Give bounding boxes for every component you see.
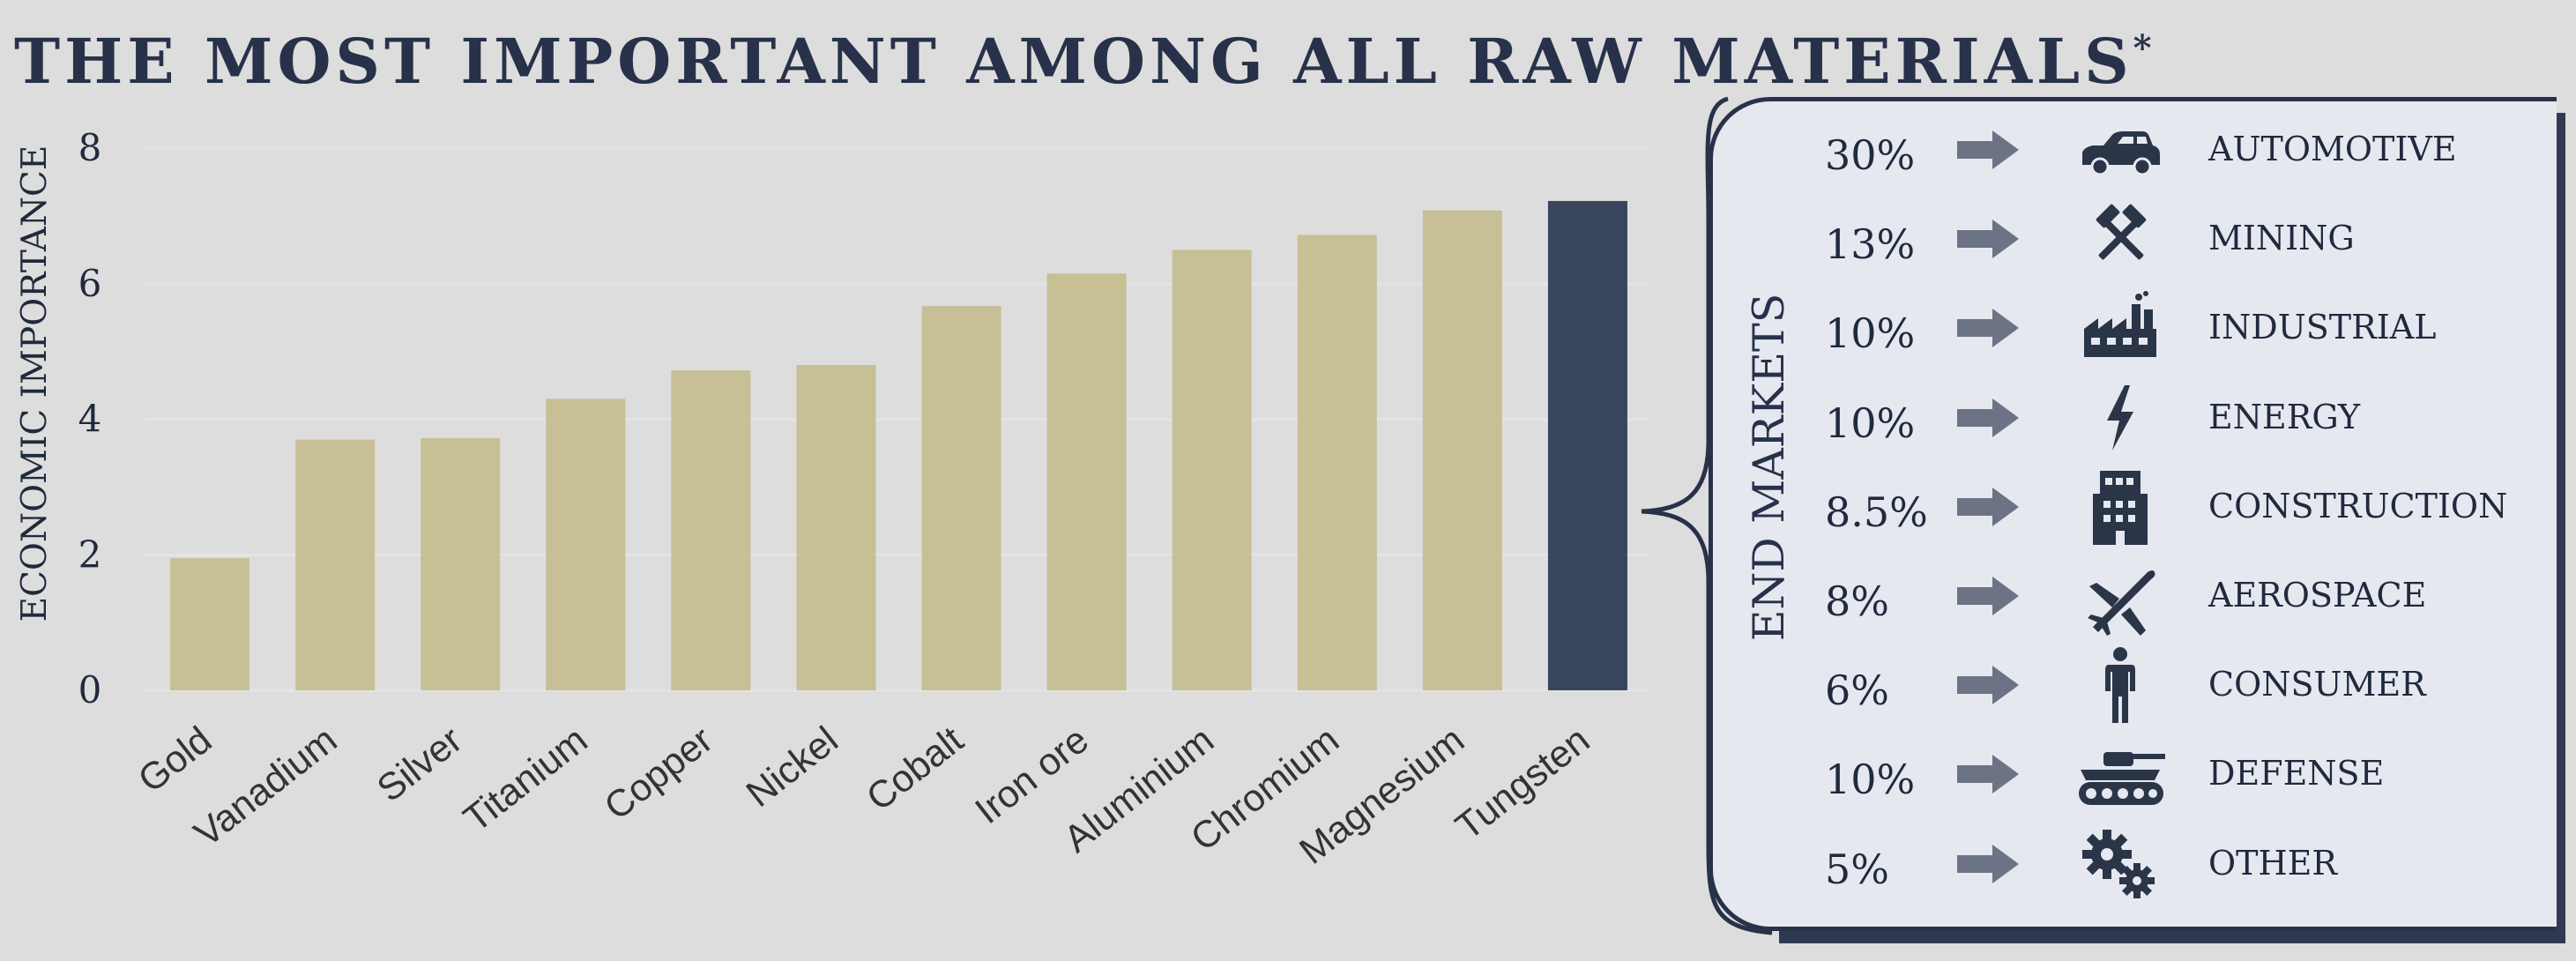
x-tick-label: Vanadium <box>187 719 346 855</box>
bar-vanadium <box>295 439 376 690</box>
lightning-bolt-icon <box>2072 378 2169 458</box>
factory-icon <box>2072 288 2169 368</box>
crossed-hammers-icon <box>2072 199 2169 279</box>
market-percent: 5% <box>1825 845 1889 893</box>
x-tick-label: Silver <box>369 719 470 810</box>
market-label: MINING <box>2208 219 2355 258</box>
market-label: DEFENSE <box>2208 754 2385 793</box>
arrow-right-icon <box>1957 306 2021 354</box>
arrow-right-icon <box>1957 752 2021 800</box>
market-percent: 10% <box>1825 399 1916 447</box>
market-label: AUTOMOTIVE <box>2208 130 2457 168</box>
building-icon <box>2072 467 2169 547</box>
y-tick-label: 6 <box>78 262 102 305</box>
market-percent: 13% <box>1825 220 1916 269</box>
y-tick-label: 0 <box>78 668 102 711</box>
gridlines <box>145 146 1649 692</box>
market-row-industrial: 10% INDUSTRIAL <box>1816 288 2557 368</box>
y-axis-ticks: 0 2 4 6 8 <box>78 126 102 711</box>
title-footnote-marker: * <box>2133 27 2156 69</box>
x-tick-label: Gold <box>130 719 220 801</box>
arrow-right-icon <box>1957 217 2021 264</box>
market-percent: 10% <box>1825 756 1916 804</box>
bar-copper <box>671 370 751 690</box>
market-label: INDUSTRIAL <box>2208 308 2437 347</box>
gears-icon <box>2072 824 2169 904</box>
market-row-automotive: 30% AUTOMOTIVE <box>1816 110 2557 190</box>
market-label: ENERGY <box>2208 397 2361 436</box>
arrow-right-icon <box>1957 842 2021 890</box>
arrow-right-icon <box>1957 128 2021 175</box>
bar-iron-ore <box>1046 273 1127 690</box>
market-row-aerospace: 8% AEROSPACE <box>1816 556 2557 636</box>
market-row-consumer: 6% CONSUMER <box>1816 645 2557 725</box>
person-icon <box>2072 645 2169 725</box>
bar-gold <box>170 558 250 690</box>
bar-cobalt <box>921 306 1001 690</box>
market-percent: 6% <box>1825 667 1889 715</box>
market-percent: 8% <box>1825 577 1889 625</box>
airplane-icon <box>2072 556 2169 636</box>
y-tick-label: 4 <box>78 398 102 441</box>
bar-magnesium <box>1422 210 1502 691</box>
market-row-other: 5% OTHER <box>1816 824 2557 904</box>
x-tick-label: Titanium <box>456 719 595 840</box>
market-row-mining: 13% MINING <box>1816 199 2557 279</box>
arrow-right-icon <box>1957 574 2021 622</box>
bar-silver <box>421 438 501 690</box>
tank-icon <box>2072 734 2169 814</box>
market-row-defense: 10% DEFENSE <box>1816 734 2557 814</box>
x-tick-label: Tungsten <box>1448 719 1598 848</box>
y-tick-label: 2 <box>78 533 102 576</box>
y-tick-label: 8 <box>78 126 102 169</box>
bar-nickel <box>796 365 876 690</box>
arrow-right-icon <box>1957 396 2021 443</box>
market-label: AEROSPACE <box>2208 576 2427 615</box>
bar-chromium <box>1297 235 1377 690</box>
market-label: OTHER <box>2208 843 2337 883</box>
market-percent: 30% <box>1825 131 1916 179</box>
x-tick-label: Copper <box>597 719 721 829</box>
market-row-energy: 10% ENERGY <box>1816 378 2557 458</box>
chart-title-text: THE MOST IMPORTANT AMONG ALL RAW MATERIA… <box>14 25 2133 98</box>
market-percent: 10% <box>1825 309 1916 358</box>
market-label: CONSTRUCTION <box>2208 486 2508 525</box>
y-axis-title: ECONOMIC IMPORTANCE <box>15 145 55 622</box>
bars <box>170 200 1627 691</box>
arrow-right-icon <box>1957 663 2021 711</box>
bar-aluminium <box>1172 250 1252 690</box>
chart-title: THE MOST IMPORTANT AMONG ALL RAW MATERIA… <box>14 9 2156 101</box>
bar-tungsten <box>1547 200 1627 690</box>
market-percent: 8.5% <box>1825 488 1928 536</box>
x-tick-label: Nickel <box>739 719 846 816</box>
market-label: CONSUMER <box>2208 665 2426 704</box>
car-icon <box>2072 110 2169 190</box>
market-row-construction: 8.5% CONSTRUCTION <box>1816 467 2557 547</box>
bar-titanium <box>546 399 626 690</box>
arrow-right-icon <box>1957 485 2021 533</box>
x-tick-label: Cobalt <box>859 719 972 819</box>
